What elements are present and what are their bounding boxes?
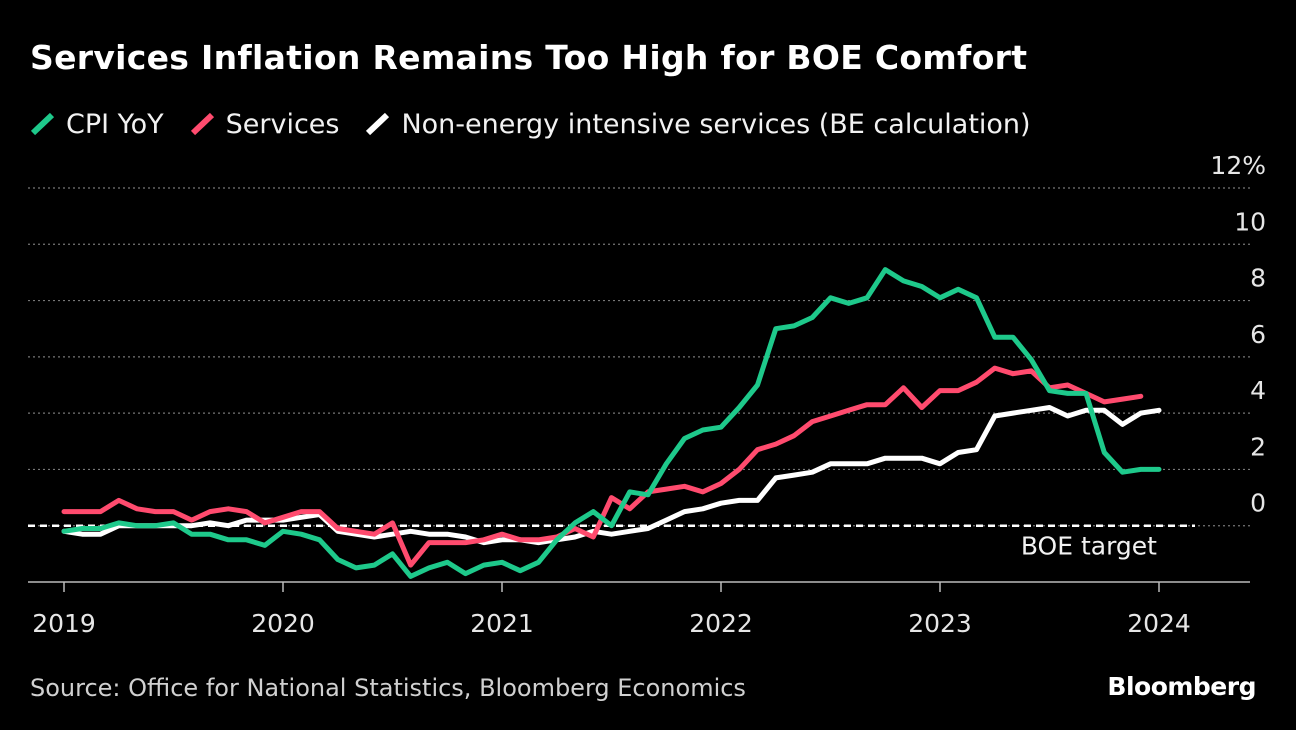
x-tick-label: 2024: [1127, 609, 1191, 638]
legend-label: CPI YoY: [66, 108, 164, 140]
y-tick-label: 0: [1250, 489, 1266, 518]
x-tick-label: 2023: [908, 609, 972, 638]
chart-title: Services Inflation Remains Too High for …: [30, 38, 1028, 77]
series-line-cpi-yoy: [61, 267, 1162, 579]
y-tick-label: 8: [1250, 264, 1266, 293]
y-tick-label: 6: [1250, 320, 1266, 349]
boe-target-label: BOE target: [1021, 532, 1157, 561]
bloomberg-logo: Bloomberg: [1107, 672, 1256, 701]
y-tick-label: 2: [1250, 432, 1266, 461]
legend-item: CPI YoY: [30, 109, 164, 140]
series-line-services: [61, 365, 1144, 568]
chart-legend: CPI YoY Services Non-energy intensive serv…: [30, 106, 1057, 142]
x-tick-label: 2021: [470, 609, 534, 638]
chart-plot: 0 2 4 6 8 10 12% 2019 2020 2021 2022 2023 2024 BOE ta…: [28, 151, 1266, 638]
x-tick-label: 2019: [32, 609, 96, 638]
legend-label: Non-energy intensive services (BE calcul…: [401, 108, 1031, 140]
legend-swatch-icon: [190, 112, 214, 136]
legend-item: Services: [190, 108, 340, 140]
legend-item: Non-energy intensive services (BE calcul…: [365, 108, 1031, 140]
y-tick-label: 10: [1234, 207, 1266, 236]
y-tick-label: 12%: [1210, 151, 1266, 180]
x-tick-label: 2020: [251, 609, 315, 638]
legend-swatch-icon: [30, 112, 55, 136]
source-note: Source: Office for National Statistics, …: [30, 674, 746, 702]
legend-swatch-icon: [366, 112, 390, 136]
legend-label: Services: [225, 108, 340, 140]
series-line-non-energy-intensive-services-be-calculation: [61, 405, 1162, 546]
x-tick-label: 2022: [689, 609, 753, 638]
y-tick-label: 4: [1250, 376, 1266, 405]
